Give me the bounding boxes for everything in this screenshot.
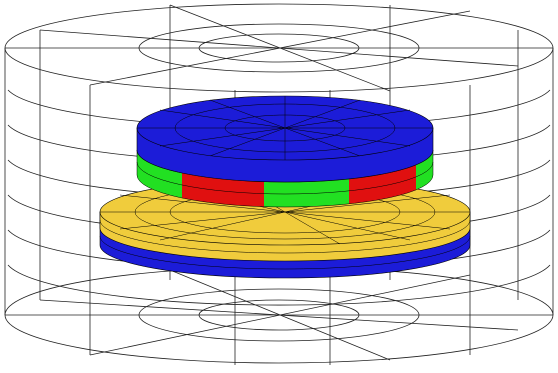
page xyxy=(4,3,554,365)
mesh-view xyxy=(4,3,554,365)
